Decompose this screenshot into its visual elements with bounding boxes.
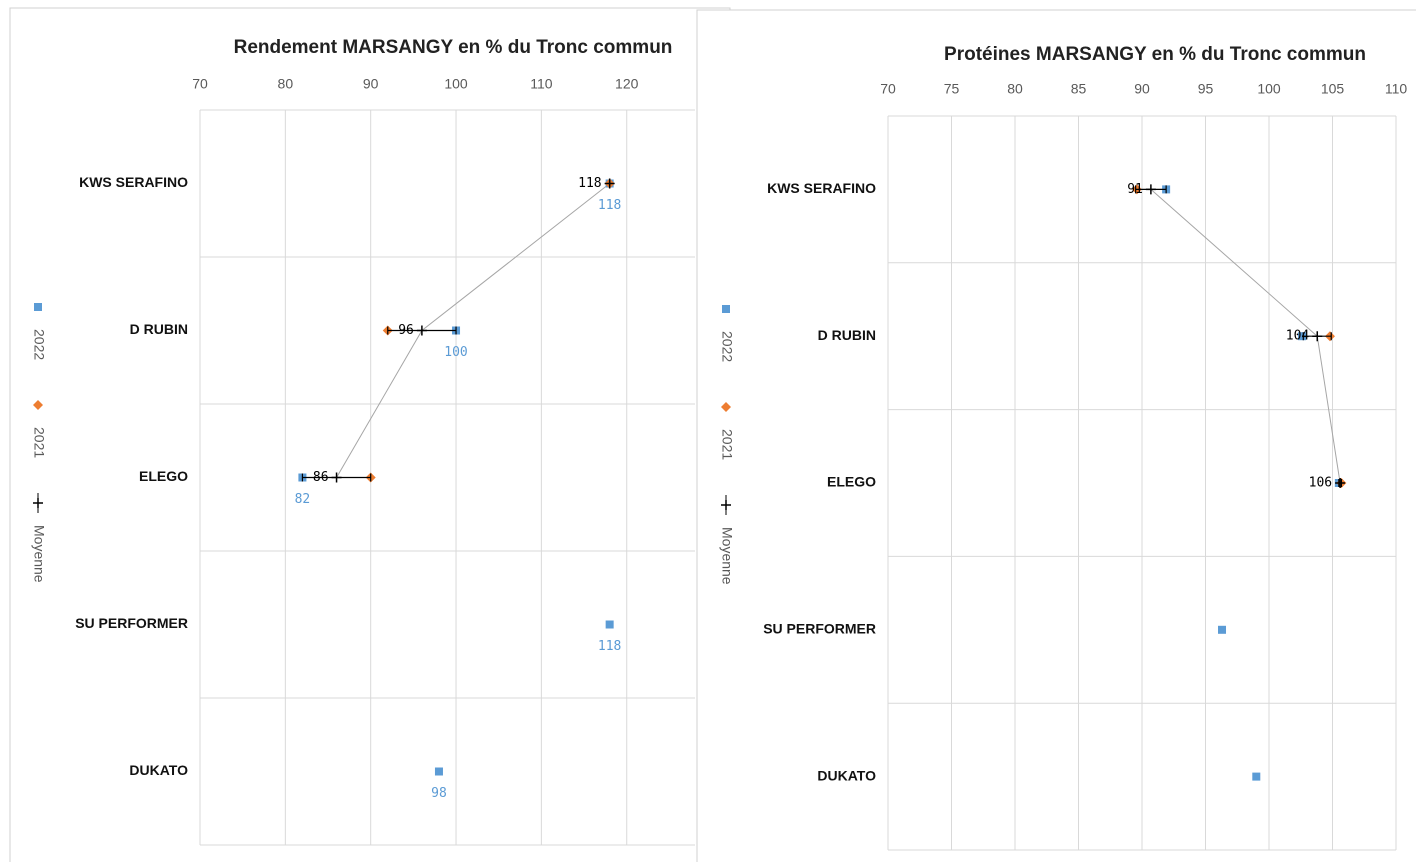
- category-label: ELEGO: [139, 468, 188, 484]
- marker-plus: [604, 178, 615, 189]
- marker-plus: [1145, 184, 1156, 195]
- data-label: 118: [578, 176, 601, 191]
- category-label: KWS SERAFINO: [79, 174, 188, 190]
- category-label: SU PERFORMER: [763, 621, 876, 637]
- marker-plus: [721, 500, 731, 510]
- legend-label: 2021: [719, 429, 735, 460]
- chart-panel: Rendement MARSANGY en % du Tronc commun 7…: [9, 7, 731, 862]
- x-tick-label: 90: [363, 76, 379, 92]
- marker-square: [1298, 332, 1307, 341]
- marker-square: [1252, 772, 1261, 781]
- chart-title: Protéines MARSANGY en % du Tronc commun: [944, 44, 1366, 65]
- x-tick-label: 80: [1007, 81, 1023, 97]
- data-label: 104: [1286, 329, 1310, 344]
- marker-plus: [416, 325, 427, 336]
- x-tick-label: 120: [615, 76, 639, 92]
- panel-frame: [696, 9, 1416, 862]
- panel-frame: [9, 7, 731, 862]
- marker-square: [605, 620, 614, 629]
- data-label: 118: [598, 198, 621, 213]
- category-label: SU PERFORMER: [75, 615, 188, 631]
- x-tick-label: 70: [880, 81, 896, 97]
- data-label: 91: [1127, 182, 1143, 197]
- chart-title: Rendement MARSANGY en % du Tronc commun: [234, 37, 673, 58]
- x-tick-label: 110: [530, 76, 553, 92]
- x-tick-label: 105: [1321, 81, 1345, 97]
- category-label: DUKATO: [129, 762, 188, 778]
- marker-square: [34, 303, 42, 311]
- legend-label: Moyenne: [719, 527, 735, 585]
- marker-square: [722, 305, 730, 313]
- x-tick-label: 100: [444, 76, 468, 92]
- data-label: 96: [398, 323, 414, 338]
- x-tick-label: 90: [1134, 81, 1150, 97]
- data-label: 106: [1309, 476, 1332, 491]
- marker-square: [1218, 625, 1227, 634]
- marker-plus: [1335, 478, 1346, 488]
- marker-diamond: [721, 402, 731, 412]
- legend-label: 2021: [31, 427, 47, 458]
- category-label: D RUBIN: [130, 321, 188, 337]
- data-label: 86: [313, 470, 329, 485]
- data-label: 82: [295, 492, 311, 507]
- category-label: D RUBIN: [818, 327, 876, 343]
- data-label: 98: [431, 786, 447, 801]
- data-label: 118: [598, 639, 621, 654]
- category-label: ELEGO: [827, 474, 876, 490]
- x-tick-label: 75: [944, 81, 960, 97]
- marker-square: [434, 767, 443, 776]
- marker-plus: [33, 498, 43, 508]
- legend-label: 2022: [719, 331, 735, 362]
- legend-label: Moyenne: [31, 525, 47, 583]
- x-tick-label: 85: [1071, 81, 1087, 97]
- x-tick-label: 80: [278, 76, 294, 92]
- marker-plus: [331, 472, 342, 483]
- marker-plus: [1312, 331, 1323, 342]
- x-tick-label: 95: [1198, 81, 1214, 97]
- x-tick-label: 110: [1385, 81, 1408, 97]
- x-tick-label: 70: [192, 76, 208, 92]
- chart-panel: Protéines MARSANGY en % du Tronc commun 7…: [696, 9, 1416, 862]
- x-tick-label: 100: [1257, 81, 1281, 97]
- category-label: KWS SERAFINO: [767, 180, 876, 196]
- data-label: 100: [444, 345, 467, 360]
- legend-label: 2022: [31, 329, 47, 360]
- marker-diamond: [33, 400, 43, 410]
- category-label: DUKATO: [817, 767, 876, 783]
